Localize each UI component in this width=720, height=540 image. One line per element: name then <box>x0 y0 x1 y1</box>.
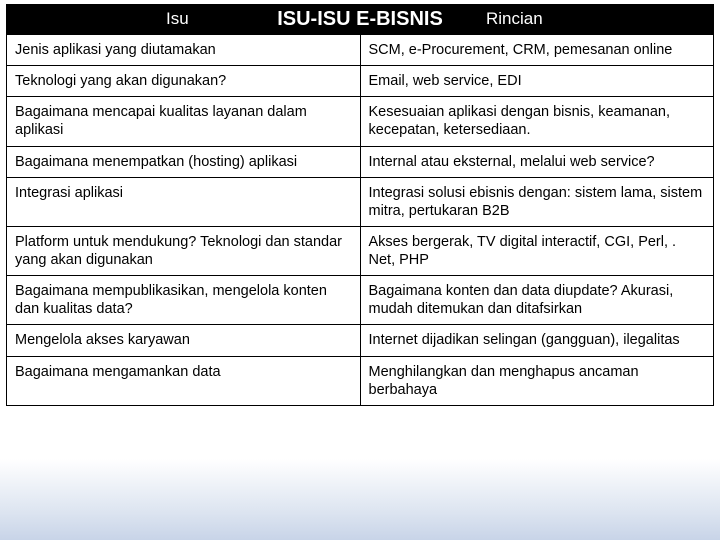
table-row: Teknologi yang akan digunakan? Email, we… <box>7 66 714 97</box>
header-bar: Isu ISU-ISU E-BISNIS Rincian <box>6 4 714 34</box>
cell-isu: Bagaimana mencapai kualitas layanan dala… <box>7 97 361 146</box>
issues-table: Jenis aplikasi yang diutamakan SCM, e-Pr… <box>6 34 714 406</box>
cell-isu: Bagaimana mempublikasikan, mengelola kon… <box>7 276 361 325</box>
table-row: Bagaimana mencapai kualitas layanan dala… <box>7 97 714 146</box>
table-row: Integrasi aplikasi Integrasi solusi ebis… <box>7 177 714 226</box>
table-row: Bagaimana mengamankan data Menghilangkan… <box>7 356 714 405</box>
cell-rincian: Menghilangkan dan menghapus ancaman berb… <box>360 356 714 405</box>
table-row: Bagaimana menempatkan (hosting) aplikasi… <box>7 146 714 177</box>
slide-title: ISU-ISU E-BISNIS <box>271 8 449 31</box>
table-row: Bagaimana mempublikasikan, mengelola kon… <box>7 276 714 325</box>
cell-rincian: Kesesuaian aplikasi dengan bisnis, keama… <box>360 97 714 146</box>
column-header-isu: Isu <box>166 9 189 29</box>
cell-rincian: Internal atau eksternal, melalui web ser… <box>360 146 714 177</box>
cell-isu: Mengelola akses karyawan <box>7 325 361 356</box>
cell-isu: Integrasi aplikasi <box>7 177 361 226</box>
cell-rincian: Email, web service, EDI <box>360 66 714 97</box>
table-row: Jenis aplikasi yang diutamakan SCM, e-Pr… <box>7 35 714 66</box>
column-header-rincian: Rincian <box>486 9 543 29</box>
cell-isu: Teknologi yang akan digunakan? <box>7 66 361 97</box>
cell-rincian: Internet dijadikan selingan (gangguan), … <box>360 325 714 356</box>
cell-rincian: Bagaimana konten dan data diupdate? Akur… <box>360 276 714 325</box>
cell-rincian: Akses bergerak, TV digital interactif, C… <box>360 226 714 275</box>
cell-isu: Bagaimana menempatkan (hosting) aplikasi <box>7 146 361 177</box>
cell-rincian: SCM, e-Procurement, CRM, pemesanan onlin… <box>360 35 714 66</box>
table-row: Platform untuk mendukung? Teknologi dan … <box>7 226 714 275</box>
cell-isu: Bagaimana mengamankan data <box>7 356 361 405</box>
table-row: Mengelola akses karyawan Internet dijadi… <box>7 325 714 356</box>
slide: Isu ISU-ISU E-BISNIS Rincian Jenis aplik… <box>0 0 720 540</box>
cell-isu: Jenis aplikasi yang diutamakan <box>7 35 361 66</box>
cell-rincian: Integrasi solusi ebisnis dengan: sistem … <box>360 177 714 226</box>
cell-isu: Platform untuk mendukung? Teknologi dan … <box>7 226 361 275</box>
